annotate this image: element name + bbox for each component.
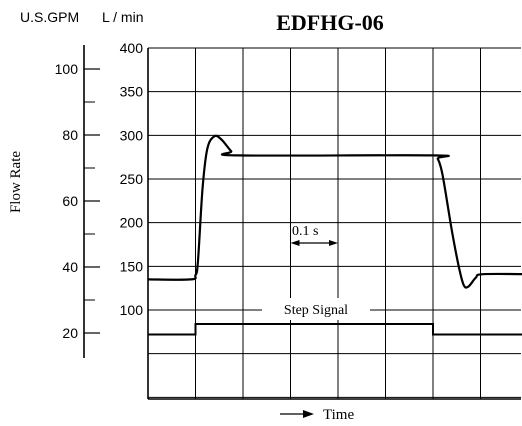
lmin-tick-label: 350 (120, 84, 144, 100)
time-scale-arrowhead-left (290, 240, 300, 246)
unit-lmin: L / min (102, 9, 144, 25)
grid (148, 47, 521, 399)
time-scale-arrowhead-right (329, 240, 338, 246)
step-signal-label-bg (262, 298, 370, 320)
unit-gpm: U.S.GPM (20, 9, 79, 25)
flow-rate-curve (147, 134, 522, 289)
axes-group: 400 350 300 250 200 150 100 100 80 60 40 20 (55, 40, 338, 418)
time-arrow-head (303, 410, 314, 418)
y-axis-label: Flow Rate (8, 151, 24, 213)
x-axis-label: Time (323, 407, 354, 423)
gpm-tick-label: 20 (62, 325, 78, 341)
lmin-tick-label: 150 (120, 258, 144, 274)
step-signal-group (148, 323, 522, 336)
gpm-tick-label: 100 (55, 61, 79, 77)
gpm-tick-label: 80 (62, 127, 78, 143)
gpm-tick-label: 40 (62, 259, 78, 275)
lmin-tick-label: 100 (120, 302, 144, 318)
gpm-tick-label: 60 (62, 193, 78, 209)
step-signal-label: Step Signal (284, 303, 348, 318)
time-scale-label: 0.1 s (292, 224, 318, 239)
plot-frame (147, 48, 521, 400)
series-group (147, 134, 522, 289)
lmin-tick-label: 400 (120, 40, 144, 56)
lmin-tick-label: 300 (120, 127, 144, 143)
chart-title: EDFHG-06 (276, 10, 384, 35)
step-signal-line (148, 323, 522, 336)
lmin-tick-label: 250 (120, 171, 144, 187)
lmin-tick-label: 200 (120, 215, 144, 231)
